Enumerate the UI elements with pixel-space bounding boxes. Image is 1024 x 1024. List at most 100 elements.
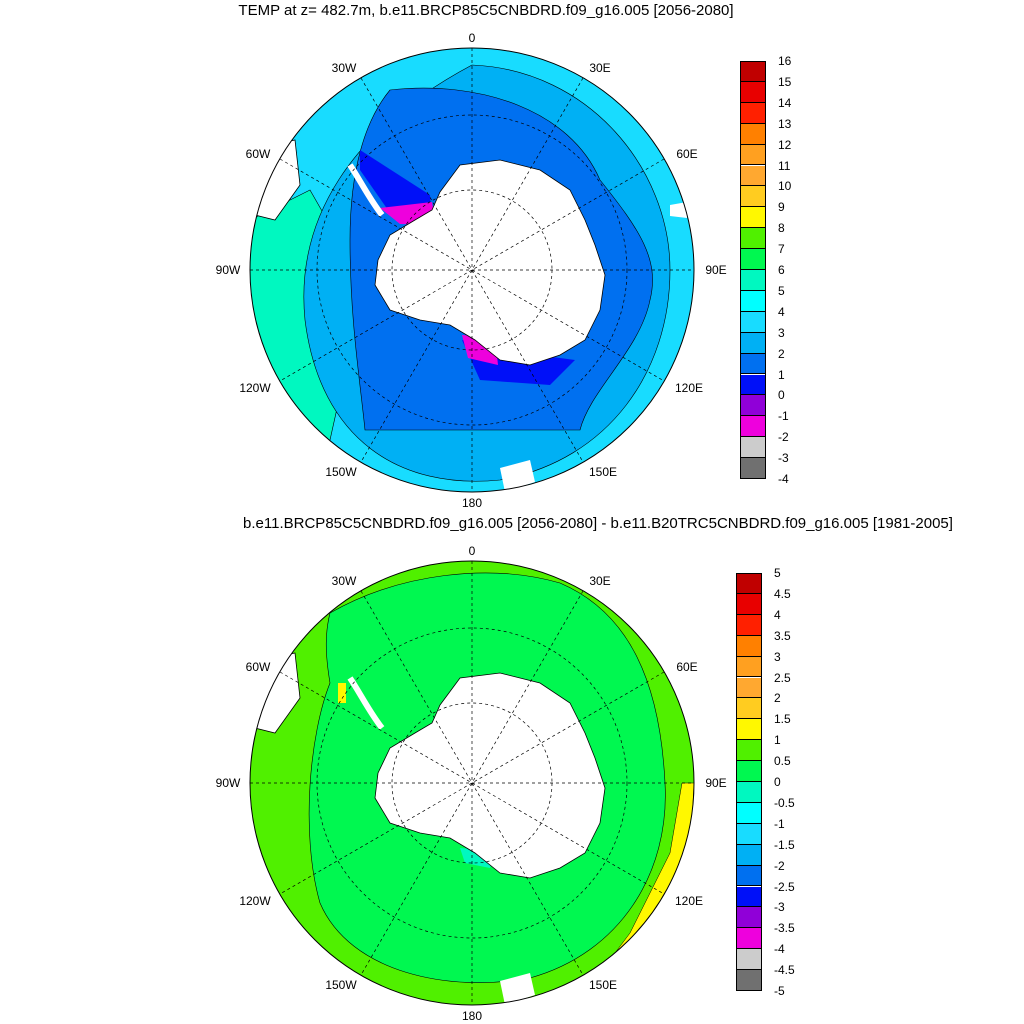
new-zealand-land xyxy=(500,460,535,492)
lon-label: 60E xyxy=(676,147,697,161)
colorbar-label: -5 xyxy=(774,984,785,998)
lon-label: 150W xyxy=(325,978,357,992)
colorbar-swatch xyxy=(736,719,762,741)
colorbar-label: -3 xyxy=(774,900,785,915)
colorbar-label: 1 xyxy=(778,367,785,382)
colorbar-label: 12 xyxy=(778,137,792,152)
lon-label: 60W xyxy=(246,660,271,674)
colorbar-swatch xyxy=(736,635,762,657)
colorbar-swatch xyxy=(736,656,762,678)
lon-label: 90W xyxy=(216,776,241,790)
new-zealand-land xyxy=(500,973,535,1005)
colorbar-label: -1.5 xyxy=(774,837,795,852)
colorbar-swatch xyxy=(740,102,766,124)
lon-labels-2: 0 30E 60E 90E 120E 150E 180 150W 120W 90… xyxy=(216,544,727,1023)
colorbar-label: 4.5 xyxy=(774,586,791,601)
colorbar-label: 3 xyxy=(778,325,785,340)
lon-labels-1: 0 30E 60E 90E 120E 150E 180 150W 120W 90… xyxy=(216,31,727,510)
panel-2-title: b.e11.BRCP85C5CNBDRD.f09_g16.005 [2056-2… xyxy=(243,515,953,532)
lon-label: 150E xyxy=(589,465,617,479)
colorbar-swatch xyxy=(736,907,762,929)
colorbar-label: 5 xyxy=(778,283,785,298)
panel-1-title: TEMP at z= 482.7m, b.e11.BRCP85C5CNBDRD.… xyxy=(238,2,734,19)
lon-label: 120E xyxy=(675,381,703,395)
lon-label: 120W xyxy=(239,894,271,908)
colorbar-swatch xyxy=(736,802,762,824)
colorbar-swatch xyxy=(740,353,766,375)
colorbar-label: 3 xyxy=(774,649,781,664)
colorbar-label: 1 xyxy=(774,733,781,748)
colorbar-swatch xyxy=(740,416,766,438)
lon-label: 60W xyxy=(246,147,271,161)
diff-warm-spot xyxy=(338,683,346,703)
colorbar-label: -2.5 xyxy=(774,879,795,894)
colorbar-label: -2 xyxy=(774,858,785,873)
temperature-map: 0 30E 60E 90E 120E 150E 180 150W 120W 90… xyxy=(200,20,740,510)
colorbar-label: -0.5 xyxy=(774,795,795,810)
colorbar-swatch xyxy=(740,374,766,396)
lon-label: 180 xyxy=(462,1009,482,1023)
lon-label: 60E xyxy=(676,660,697,674)
colorbar-swatch xyxy=(736,844,762,866)
colorbar-swatch xyxy=(740,290,766,312)
antarctica-land xyxy=(374,159,606,366)
colorbar-swatch xyxy=(740,395,766,417)
colorbar-swatch xyxy=(740,186,766,208)
colorbar-swatch xyxy=(736,823,762,845)
colorbar-label: 5 xyxy=(774,566,781,580)
colorbar-swatch xyxy=(740,144,766,166)
colorbar-label: -3.5 xyxy=(774,921,795,936)
colorbar-label: 7 xyxy=(778,242,785,257)
colorbar-label: 4 xyxy=(778,304,785,319)
colorbar-label: 10 xyxy=(778,179,792,194)
graticule xyxy=(250,48,694,492)
lon-label: 30W xyxy=(332,574,357,588)
lon-label: 0 xyxy=(469,31,476,45)
colorbar-swatch xyxy=(740,311,766,333)
colorbar-swatch xyxy=(736,928,762,950)
colorbar-label: -2 xyxy=(778,430,789,445)
colorbar-label: -3 xyxy=(778,451,789,466)
colorbar-swatch xyxy=(740,123,766,145)
colorbar-swatch xyxy=(740,61,766,82)
lon-label: 30E xyxy=(589,574,610,588)
colorbar-swatch xyxy=(740,249,766,270)
colorbar-swatch xyxy=(736,698,762,720)
lon-label: 90W xyxy=(216,263,241,277)
colorbar-label: 6 xyxy=(778,263,785,277)
colorbar-swatch xyxy=(740,437,766,459)
colorbar-label: 2 xyxy=(778,346,785,361)
lon-label: 180 xyxy=(462,496,482,510)
colorbar-swatch xyxy=(736,614,762,636)
colorbar-label: 0.5 xyxy=(774,754,791,769)
difference-map: 0 30E 60E 90E 120E 150E 180 150W 120W 90… xyxy=(200,533,740,1023)
lon-label: 90E xyxy=(705,776,726,790)
lon-label: 120E xyxy=(675,894,703,908)
colorbar-label: 14 xyxy=(778,95,792,110)
colorbar-label: 0 xyxy=(774,775,781,789)
colorbar-swatch xyxy=(740,207,766,229)
lon-label: 30W xyxy=(332,61,357,75)
lon-label: 90E xyxy=(705,263,726,277)
colorbar-label: 1.5 xyxy=(774,712,791,727)
colorbar-swatch xyxy=(740,165,766,187)
south-africa-tip xyxy=(670,202,687,218)
lon-label: 30E xyxy=(589,61,610,75)
colorbar-swatch xyxy=(736,865,762,887)
colorbar-label: -4 xyxy=(774,942,785,957)
colorbar-swatch xyxy=(736,949,762,971)
lon-label: 120W xyxy=(239,381,271,395)
colorbar-label: 15 xyxy=(778,74,792,89)
graticule xyxy=(250,561,694,1005)
colorbar-label: 11 xyxy=(778,158,791,173)
colorbar-swatch xyxy=(736,677,762,699)
colorbar-label: -1 xyxy=(774,816,785,831)
colorbar-swatch xyxy=(736,740,762,762)
lon-label: 150W xyxy=(325,465,357,479)
colorbar-label: 0 xyxy=(778,388,785,403)
colorbar-swatch xyxy=(736,593,762,615)
temp-coast-band xyxy=(360,150,432,220)
colorbar-label: -4.5 xyxy=(774,963,795,978)
colorbar-swatch xyxy=(736,573,762,594)
colorbar-swatch xyxy=(740,270,766,291)
